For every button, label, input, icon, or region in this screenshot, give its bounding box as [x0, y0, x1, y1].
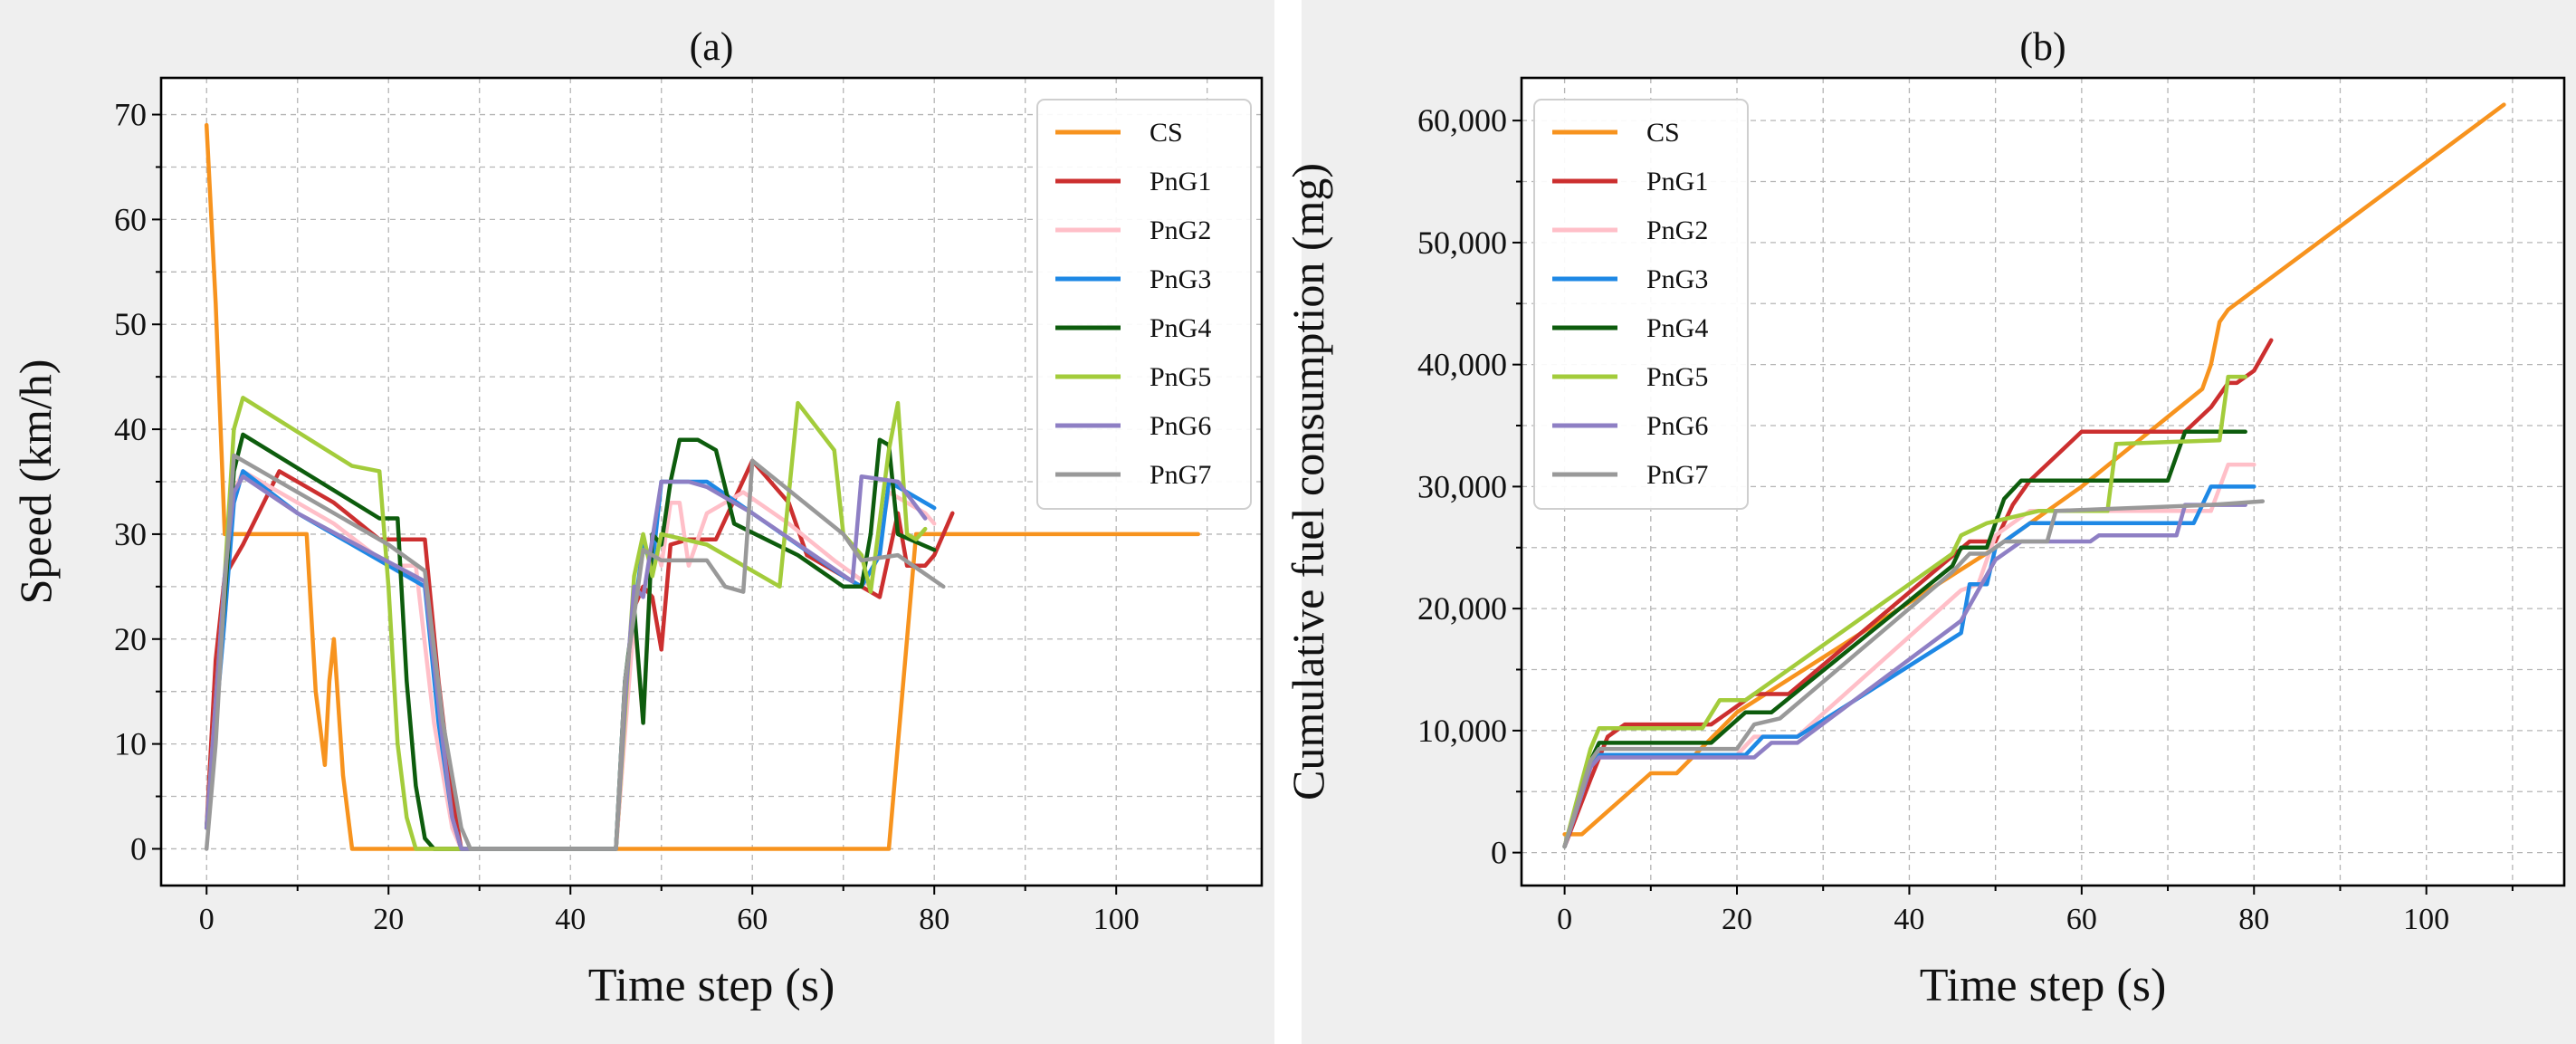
legend-label-png3: PnG3: [1646, 264, 1708, 294]
series-line-png1: [204, 458, 955, 851]
legend-label-png2: PnG2: [1150, 216, 1211, 245]
legend-label-png5: PnG5: [1646, 362, 1708, 392]
legend-label-png4: PnG4: [1150, 313, 1211, 343]
y-axis-label: Cumulative fuel consumption (mg): [1283, 163, 1333, 800]
y-tick-label: 20,000: [1417, 590, 1507, 627]
legend-label-png7: PnG7: [1150, 460, 1211, 490]
y-tick-label: 70: [114, 97, 147, 133]
y-tick-label: 50: [114, 306, 147, 342]
y-tick-label: 20: [114, 621, 147, 657]
chart-b: 0 20 40 60 80 100 0 10,000 20,000 30,000 40,000 50,…: [1283, 24, 2566, 1011]
legend-label-png3: PnG3: [1150, 264, 1211, 294]
legend-label-png4: PnG4: [1646, 313, 1708, 343]
legend-label-png7: PnG7: [1646, 460, 1708, 490]
series-group: [1562, 102, 2506, 849]
legend-label-cs: CS: [1646, 118, 1680, 148]
y-tick-label: 60: [114, 201, 147, 237]
x-tick-label: 60: [2066, 903, 2097, 936]
x-axis-label: Time step (s): [1920, 960, 2167, 1011]
x-tick-label: 0: [199, 903, 215, 936]
y-tick-label: 10: [114, 726, 147, 762]
chart-a: 0 20 40 60 80 100 0 10 20 30 40 50 60 70 (a) Time step …: [10, 24, 1264, 1011]
x-axis: 0 20 40 60 80 100: [199, 886, 1208, 936]
y-tick-label: 30: [114, 516, 147, 552]
plot-frame: [1520, 76, 2566, 887]
x-tick-label: 80: [2238, 903, 2269, 936]
x-tick-label: 0: [1557, 903, 1572, 936]
x-axis-label: Time step (s): [588, 960, 835, 1011]
y-tick-label: 30,000: [1417, 468, 1507, 504]
x-tick-label: 40: [555, 903, 586, 936]
series-line-png7: [204, 453, 946, 851]
series-line-png7: [1562, 499, 2266, 849]
x-tick-label: 20: [373, 903, 404, 936]
x-tick-label: 40: [1894, 903, 1924, 936]
legend-label-png6: PnG6: [1646, 411, 1708, 441]
chart-title: (a): [690, 24, 734, 69]
series-line-cs: [204, 122, 1200, 851]
legend-label-png5: PnG5: [1150, 362, 1211, 392]
y-tick-label: 40: [114, 411, 147, 447]
legend-label-png6: PnG6: [1150, 411, 1211, 441]
y-tick-label: 10,000: [1417, 713, 1507, 749]
y-tick-label: 0: [1491, 835, 1507, 871]
chart-title: (b): [2019, 24, 2066, 69]
y-tick-label: 40,000: [1417, 347, 1507, 383]
legend: CS PnG1 PnG2 PnG3 PnG4 PnG5 PnG6 PnG7: [1533, 99, 1749, 510]
x-tick-label: 60: [737, 903, 768, 936]
y-axis: 0 10,000 20,000 30,000 40,000 50,000 60,000: [1417, 102, 1522, 871]
series-line-png5: [1562, 374, 2247, 849]
legend-box: [1533, 99, 1749, 510]
legend-label-png1: PnG1: [1150, 167, 1211, 196]
series-line-png6: [1562, 503, 2247, 849]
series-line-png4: [1562, 429, 2247, 849]
y-tick-label: 60,000: [1417, 102, 1507, 139]
x-axis: 0 20 40 60 80 100: [1557, 886, 2514, 936]
y-tick-label: 0: [130, 830, 147, 867]
x-tick-label: 100: [1093, 903, 1140, 936]
legend-box: [1036, 99, 1252, 510]
series-group: [204, 122, 1200, 851]
legend-label-cs: CS: [1150, 118, 1183, 148]
x-tick-label: 80: [919, 903, 949, 936]
legend-label-png2: PnG2: [1646, 216, 1708, 245]
x-tick-label: 100: [2403, 903, 2449, 936]
y-tick-label: 50,000: [1417, 225, 1507, 261]
y-axis: 0 10 20 30 40 50 60 70: [114, 97, 161, 867]
x-tick-label: 20: [1722, 903, 1752, 936]
y-axis-label: Speed (km/h): [10, 359, 61, 605]
legend-label-png1: PnG1: [1646, 167, 1708, 196]
legend: CS PnG1 PnG2 PnG3 PnG4 PnG5 PnG6 PnG7: [1036, 99, 1252, 510]
series-line-png3: [1562, 484, 2256, 849]
series-line-png4: [204, 432, 937, 851]
